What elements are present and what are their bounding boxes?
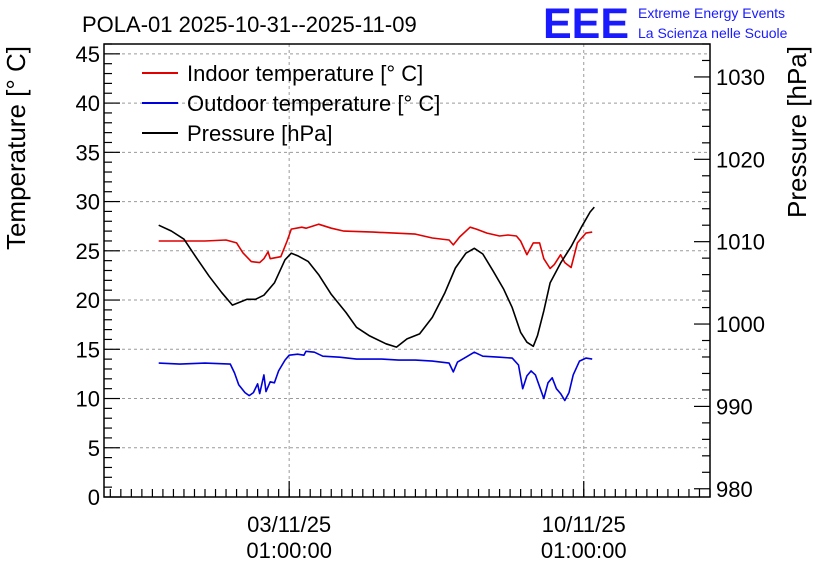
series-line-outdoor-temperature xyxy=(158,350,593,402)
y-axis-label-right: Pressure [hPa] xyxy=(782,46,812,218)
chart-title: POLA-01 2025-10-31--2025-11-09 xyxy=(82,12,417,37)
data-series xyxy=(158,206,595,402)
left-tick-label: 20 xyxy=(76,288,100,313)
legend-label: Indoor temperature [° C] xyxy=(187,61,423,86)
left-tick-label: 0 xyxy=(88,485,100,510)
right-tick-label: 980 xyxy=(716,477,753,502)
left-tick-label: 45 xyxy=(76,42,100,67)
left-tick-label: 15 xyxy=(76,337,100,362)
legend-item: Indoor temperature [° C] xyxy=(142,61,423,86)
legend: Indoor temperature [° C] Outdoor temperat… xyxy=(142,61,440,146)
left-tick-label: 35 xyxy=(76,140,100,165)
left-tick-label: 5 xyxy=(88,436,100,461)
right-tick-label: 1030 xyxy=(716,65,765,90)
y-axis-label-left: Temperature [° C] xyxy=(1,46,31,250)
right-tick-label: 1010 xyxy=(716,230,765,255)
series-line-indoor-temperature xyxy=(158,223,593,270)
left-tick-label: 40 xyxy=(76,91,100,116)
x-tick-date: 10/11/25 xyxy=(542,512,626,537)
right-tick-label: 1020 xyxy=(716,147,765,172)
series-line-pressure xyxy=(158,206,595,348)
left-tick-label: 30 xyxy=(76,190,100,215)
x-tick-date: 03/11/25 xyxy=(247,512,331,537)
x-tick-time: 01:00:00 xyxy=(541,538,627,563)
left-tick-label: 10 xyxy=(76,387,100,412)
logo-line-2: La Scienza nelle Scuole xyxy=(638,25,788,41)
eee-logo: EEE Extreme Energy Events La Scienza nel… xyxy=(543,0,788,48)
legend-label: Pressure [hPa] xyxy=(187,121,333,146)
legend-item: Pressure [hPa] xyxy=(142,121,333,146)
logo-mark: EEE xyxy=(543,0,629,48)
left-axis: 0 5 10 15 20 25 30 35 40 45 xyxy=(76,42,120,510)
x-tick-time: 01:00:00 xyxy=(246,538,332,563)
legend-item: Outdoor temperature [° C] xyxy=(142,91,440,116)
right-tick-label: 990 xyxy=(716,394,753,419)
grid-lines xyxy=(104,44,710,497)
logo-line-1: Extreme Energy Events xyxy=(638,5,785,21)
legend-label: Outdoor temperature [° C] xyxy=(187,91,440,116)
right-axis: 980 990 1000 1010 1020 1030 xyxy=(694,43,765,502)
left-tick-label: 25 xyxy=(76,239,100,264)
right-tick-label: 1000 xyxy=(716,312,765,337)
